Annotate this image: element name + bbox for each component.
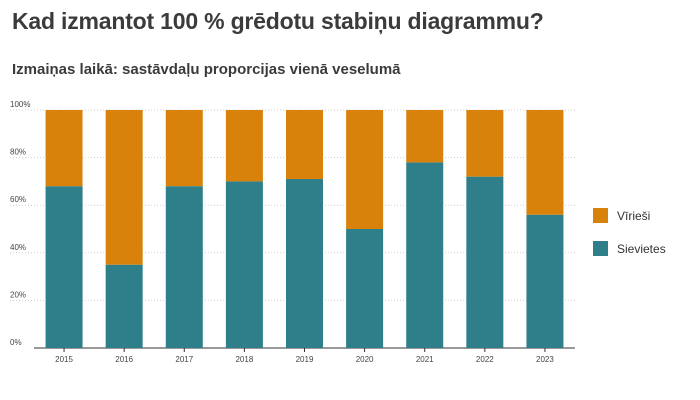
y-tick-label: 0% xyxy=(10,338,22,347)
bar-vīrieši-2018[interactable] xyxy=(225,110,263,182)
y-tick-label: 100% xyxy=(10,100,30,109)
bar-sievietes-2018[interactable] xyxy=(225,181,263,348)
chart-title: Kad izmantot 100 % grēdotu stabiņu diagr… xyxy=(12,8,544,34)
x-tick-label: 2017 xyxy=(175,355,193,364)
bar-sievietes-2020[interactable] xyxy=(346,229,384,348)
bar-sievietes-2016[interactable] xyxy=(105,264,143,348)
y-tick-label: 80% xyxy=(10,148,26,157)
bar-sievietes-2015[interactable] xyxy=(45,186,83,348)
y-tick-label: 20% xyxy=(10,290,26,299)
legend-label-vīrieši: Vīrieši xyxy=(617,209,650,223)
bar-vīrieši-2017[interactable] xyxy=(165,110,203,187)
bar-vīrieši-2016[interactable] xyxy=(105,110,143,265)
bar-vīrieši-2020[interactable] xyxy=(346,110,384,229)
bar-sievietes-2023[interactable] xyxy=(526,214,564,348)
x-tick-label: 2016 xyxy=(115,355,133,364)
x-tick-label: 2020 xyxy=(356,355,374,364)
bar-vīrieši-2022[interactable] xyxy=(466,110,504,177)
bar-vīrieši-2015[interactable] xyxy=(45,110,83,187)
legend-swatch-sievietes xyxy=(593,241,608,256)
bar-sievietes-2017[interactable] xyxy=(165,186,203,348)
legend-swatch-vīrieši xyxy=(593,208,608,223)
x-tick-label: 2019 xyxy=(296,355,314,364)
y-tick-label: 40% xyxy=(10,243,26,252)
bar-vīrieši-2023[interactable] xyxy=(526,110,564,215)
bar-sievietes-2022[interactable] xyxy=(466,176,504,348)
bar-sievietes-2021[interactable] xyxy=(406,162,444,348)
x-tick-label: 2023 xyxy=(536,355,554,364)
chart-subtitle: Izmaiņas laikā: sastāvdaļu proporcijas v… xyxy=(12,61,401,78)
bar-sievietes-2019[interactable] xyxy=(286,179,323,348)
y-tick-label: 60% xyxy=(10,195,26,204)
x-tick-label: 2018 xyxy=(235,355,253,364)
x-tick-label: 2021 xyxy=(416,355,434,364)
x-tick-label: 2022 xyxy=(476,355,494,364)
legend-label-sievietes: Sievietes xyxy=(617,242,666,256)
x-tick-label: 2015 xyxy=(55,355,73,364)
bar-vīrieši-2019[interactable] xyxy=(286,110,323,180)
bar-vīrieši-2021[interactable] xyxy=(406,110,444,163)
